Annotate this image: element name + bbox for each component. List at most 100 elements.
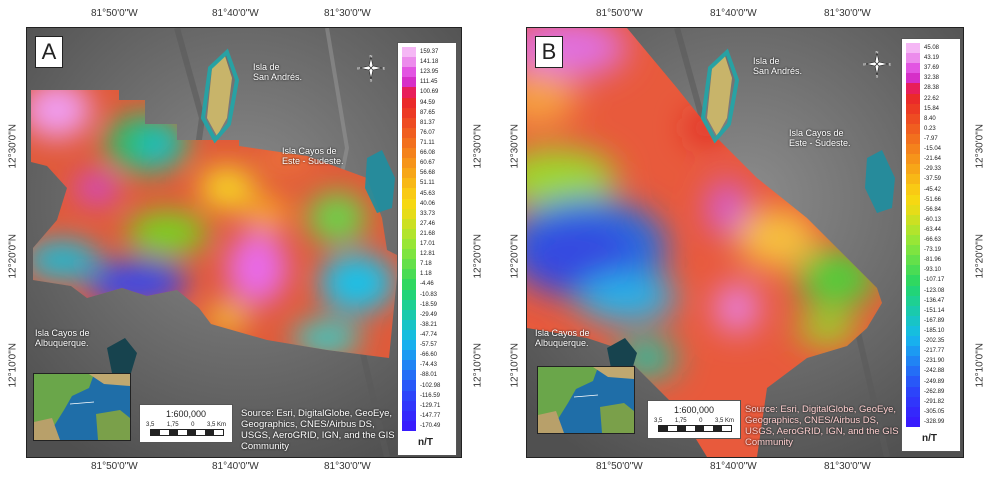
legend-label: -129.71 [420,402,441,409]
legend-swatch [402,208,416,220]
legend-label: -74.43 [420,362,438,369]
label-san-andres: Isla de San Andrés. [753,56,803,76]
panel-b: 81°50'0"W 81°40'0"W 81°30'0"W 81°50'0"W … [498,0,992,481]
compass-letter: E [383,66,385,71]
legend-label: -56.84 [924,206,942,213]
scale-bar-box: 1:600,000 3,5 1,75 0 3,5 Km [647,400,741,439]
map-frame[interactable]: A Isla de San Andrés. Isla Cayos de Este… [26,27,462,458]
bottom-tick-label: 81°50'0"W [91,461,138,472]
legend-label: -29.49 [420,311,438,318]
legend-swatch [402,239,416,250]
bottom-tick-label: 81°40'0"W [212,461,259,472]
right-tick-label: 12°30'0"N [974,124,986,169]
legend-label: -38.21 [420,321,438,328]
legend-label: -170.49 [420,422,441,429]
legend-swatch [402,350,416,361]
compass-letter: W [863,62,866,67]
legend-swatch [906,83,920,94]
legend-swatch [906,406,920,418]
legend-swatch [402,127,416,139]
legend-label: -7.97 [924,136,938,142]
legend-swatch [402,329,416,341]
legend-entries: 45.08 43.19 37.69 32.38 28.38 22.62 15.84 8.40 0… [906,43,958,428]
legend-swatch [402,340,416,351]
legend-swatch [402,107,416,119]
legend-label: 32.38 [924,75,940,82]
legend-swatch [906,325,920,337]
label-cayos-este: Isla Cayos de Este - Sudeste. [789,128,851,148]
legend-label: 37.69 [924,65,940,72]
legend-label: 60.67 [420,160,436,167]
legend-label: 100.69 [420,89,439,96]
scale-bar [150,429,224,436]
legend-label: -242.88 [924,368,945,375]
legend-label: -21.64 [924,156,942,163]
legend-label: -291.82 [924,398,945,405]
legend-swatch [906,154,920,165]
legend-swatch [906,164,920,175]
legend-swatch [402,380,416,392]
legend-label: 45.08 [924,45,940,52]
legend-swatch [906,416,920,428]
legend-swatch [906,103,920,115]
legend-swatch [906,265,920,276]
attribution-text: Source: Esri, DigitalGlobe, GeoEye, Geog… [745,404,899,448]
legend-swatch [402,360,416,371]
legend-swatch [906,285,920,297]
legend-label: 28.38 [924,85,940,92]
top-tick-label: 81°30'0"W [824,8,871,19]
legend-label: 159.37 [420,49,439,56]
legend-label: 45.63 [420,190,436,197]
legend-swatch [906,174,920,185]
left-tick-label: 12°20'0"N [7,234,19,279]
legend-label: 87.65 [420,109,436,116]
panel-letter: B [535,36,563,68]
right-tick-label: 12°30'0"N [472,124,484,169]
legend-label: -73.19 [924,247,942,254]
legend-label: -18.59 [420,301,438,308]
legend-label: -63.44 [924,226,942,233]
top-tick-label: 81°40'0"W [710,8,757,19]
compass-letter: W [357,66,360,71]
scale-ratio: 1:600,000 [165,409,207,419]
legend-swatch [402,309,416,321]
inset-landmass [34,374,130,440]
panel-a: 81°50'0"W 81°40'0"W 81°30'0"W 81°50'0"W … [0,0,490,481]
bottom-tick-label: 81°40'0"W [710,461,757,472]
legend-swatch [906,336,920,347]
legend-swatch [402,188,416,200]
compass-letter: S [876,74,879,79]
legend-swatch [906,366,920,377]
legend-label: 12.81 [420,251,436,258]
legend-label: 15.84 [924,105,940,112]
legend-swatch [906,214,920,226]
right-tick-label: 12°20'0"N [974,234,986,279]
legend-label: -202.35 [924,338,945,345]
legend-label: -116.59 [420,392,440,399]
compass-letter: E [889,62,891,67]
legend-swatch [906,275,920,286]
legend-entries: 159.37 141.18 123.95 111.45 100.69 94.59 87.65… [402,47,454,432]
left-tick-label: 12°20'0"N [509,234,521,279]
legend-swatch [402,97,416,109]
legend-swatch [402,137,416,149]
label-albuquerque: Isla Cayos de Albuquerque. [35,328,90,348]
legend-label: 141.18 [420,59,439,66]
legend-label: 1.18 [420,271,432,278]
legend-label: -305.05 [924,408,945,415]
legend-label: -262.89 [924,388,945,395]
legend-label: 17.01 [420,241,436,248]
legend-swatch [906,144,920,155]
scale-ratio: 1:600,000 [673,405,715,415]
top-tick-label: 81°50'0"W [91,8,138,19]
legend-label: 8.40 [924,115,936,122]
legend-label: 21.68 [420,230,436,237]
map-frame[interactable]: B Isla de San Andrés. Isla Cayos de Este… [526,27,964,458]
legend-label: -151.14 [924,307,945,314]
compass-letter: N [876,50,879,55]
legend-swatch [906,235,920,246]
left-tick-label: 12°30'0"N [509,124,521,169]
legend-swatch [906,245,920,256]
legend-swatch [906,73,920,84]
legend-swatch [402,279,416,290]
